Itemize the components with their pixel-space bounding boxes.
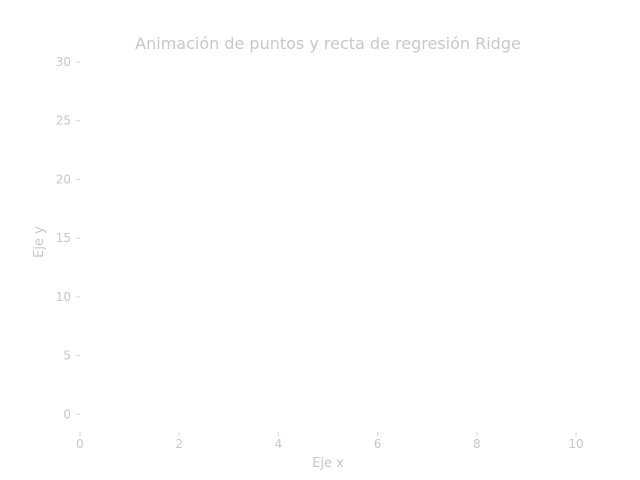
x-tick-label: 6 <box>374 437 382 451</box>
x-axis-label: Eje x <box>312 456 344 471</box>
y-axis-label: Eje y <box>32 226 47 258</box>
y-tick-label: 15 <box>56 231 71 245</box>
y-axis-ticks: 0 5 10 15 20 25 30 <box>56 55 80 421</box>
x-tick-label: 10 <box>568 437 583 451</box>
y-tick-label: 5 <box>63 349 71 363</box>
x-axis-ticks: 0 2 4 6 8 10 <box>76 432 584 451</box>
y-tick-label: 10 <box>56 290 71 304</box>
x-tick-label: 2 <box>175 437 183 451</box>
y-tick-label: 30 <box>56 55 71 69</box>
x-tick-label: 4 <box>275 437 283 451</box>
x-tick-label: 8 <box>473 437 481 451</box>
chart-title: Animación de puntos y recta de regresión… <box>135 34 521 53</box>
y-tick-label: 25 <box>56 114 71 128</box>
y-tick-label: 0 <box>63 407 71 421</box>
x-tick-label: 0 <box>76 437 84 451</box>
y-tick-label: 20 <box>56 172 71 186</box>
